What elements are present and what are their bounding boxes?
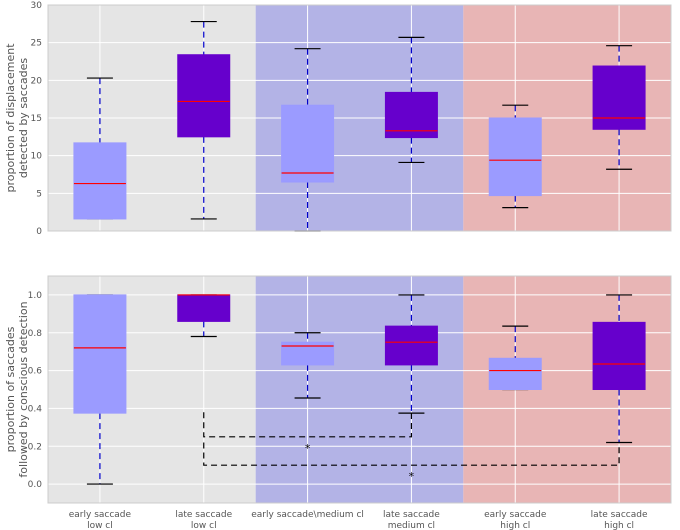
y-axis-label-line: proportion of displacement [4,43,17,193]
box-body [73,142,127,220]
y-axis-label: proportion of saccadesfollowed by consci… [4,301,30,477]
y-tick-label: 30 [31,1,43,11]
x-tick-label-line: early saccade\medium cl [251,510,364,520]
axes-frame [47,4,672,232]
x-tick-label-line: early saccade [484,510,547,520]
box-body [177,294,231,322]
box-body [281,104,335,183]
y-tick-label: 25 [31,39,42,49]
panel-2: 0.0 0.2 0.4 0.6 0.8 1.0 * * proportion of saccad… [4,275,672,504]
y-tick-label: 1.0 [28,291,43,301]
significance-star: * [409,470,415,483]
y-axis-label: proportion of displacementdetected by sa… [4,43,30,193]
x-tick-label: late saccade high cl [591,510,648,530]
y-tick-label: 5 [36,189,42,199]
y-tick-label: 10 [31,152,43,162]
x-tick-label-line: late saccade [383,510,440,520]
x-tick-label: early saccade low cl [69,510,132,530]
x-tick-label: early saccade high cl [484,510,547,530]
x-tick-label-line: late saccade [591,510,648,520]
box-body [177,54,231,138]
y-tick-label: 0.2 [28,442,42,452]
x-tick-label-line: high cl [604,521,634,530]
x-tick-label: late saccade low cl [175,510,232,530]
y-axis-label-line: proportion of saccades [4,326,17,452]
box-body [592,321,646,390]
box-2 [177,294,231,338]
box-body [384,91,438,139]
x-tick-label-line: low cl [87,521,113,530]
box-body [488,357,542,391]
box-3 [281,332,335,399]
y-axis-label-line: followed by conscious detection [17,301,30,477]
significance-bracket [203,412,413,438]
box-5 [488,104,542,209]
y-axis-label-line: detected by saccades [17,58,30,178]
y-tick-label: 15 [31,114,42,124]
box-5 [488,325,542,391]
y-tick-label: 0.8 [28,329,43,339]
box-body [592,65,646,130]
x-tick-label-line: medium cl [388,521,435,530]
background-band-medium-cl [255,276,464,503]
box-2 [177,20,231,220]
box-body [281,341,335,366]
box-4 [384,36,438,164]
axes-frame [47,275,672,504]
box-1 [73,294,127,485]
significance-bracket [203,442,620,466]
y-tick-label: 0.4 [28,404,43,414]
y-tick-label: 20 [31,76,43,86]
x-tick-label: late saccade medium cl [383,510,440,530]
x-tick-label-line: low cl [191,521,217,530]
x-tick-label: early saccade\medium cl [251,510,364,520]
box-6 [592,294,646,444]
y-tick-label: 0.0 [28,480,43,490]
box-body [73,294,127,414]
x-tick-label-line: high cl [500,521,530,530]
box-body [488,117,542,197]
box-body [384,325,438,366]
box-1 [73,77,127,220]
box-4 [384,294,438,414]
y-tick-label: 0.6 [28,367,43,377]
x-tick-label-line: early saccade [69,510,132,520]
x-tick-label-line: late saccade [175,510,232,520]
box-6 [592,45,646,170]
panel-1: 0 5 10 15 20 25 30 proportion of displacementde… [4,1,672,237]
y-tick-label: 0 [36,227,42,237]
significance-star: * [305,442,311,455]
